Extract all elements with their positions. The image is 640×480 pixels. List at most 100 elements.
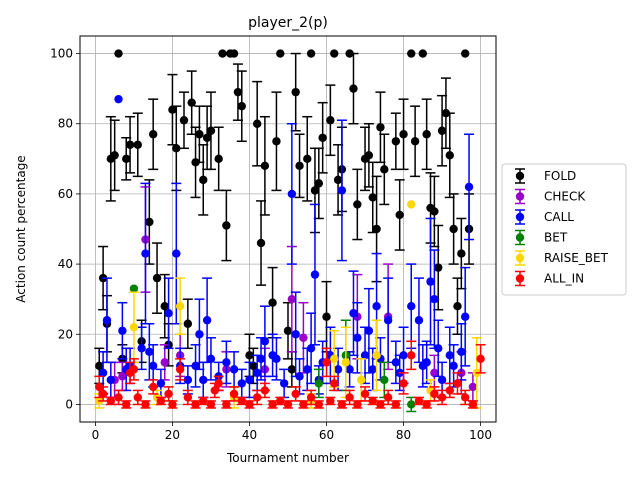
data-point [295,372,304,381]
data-point [276,396,285,406]
data-point [360,389,370,399]
data-point [337,186,347,195]
data-point [229,365,239,374]
data-point [410,137,420,146]
data-point [468,382,478,392]
data-point [272,137,281,146]
data-point [353,200,362,209]
data-point [199,375,208,385]
data-point [222,221,231,230]
data-point [95,361,104,371]
data-point [233,87,243,97]
data-point [256,354,266,364]
data-point [380,375,389,385]
data-point [179,116,189,125]
data-point [168,400,177,409]
data-point [118,326,127,335]
series-group [94,49,486,413]
data-point [160,302,169,311]
data-point [214,154,223,164]
data-point [457,347,466,357]
chart-title: player_2(p) [248,15,328,31]
data-point [460,312,470,321]
data-point [468,400,478,409]
data-point [218,49,227,58]
data-point [376,400,385,409]
data-point [291,330,300,339]
data-point [202,316,212,325]
data-point [314,379,324,388]
data-point [364,151,374,160]
data-point [272,354,281,364]
data-point [306,393,316,402]
data-point [333,175,343,185]
data-point [114,94,123,104]
data-point [175,365,185,374]
legend-label: CHECK [544,190,586,204]
data-point [353,400,362,409]
legend-marker [515,253,525,263]
data-point [249,361,258,371]
legend-entry: ALL_IN [515,270,584,287]
data-point [349,309,358,318]
data-point [129,284,139,293]
data-point [110,151,119,160]
data-point [268,400,277,409]
data-point [164,389,173,399]
data-point [206,400,216,409]
data-point [364,326,374,335]
data-point [303,154,312,164]
data-point [199,175,208,185]
data-point [414,316,424,325]
data-point [422,400,431,409]
data-point [310,270,320,279]
data-point [345,393,354,402]
data-point [322,312,331,321]
data-point [356,375,366,385]
y-tick-label: 100 [50,47,73,61]
data-point [156,379,166,388]
data-point [287,365,297,374]
data-point [422,358,431,367]
data-point [164,309,173,318]
data-point [318,133,327,142]
data-point [372,351,381,360]
data-point [349,84,358,93]
data-point [245,375,254,385]
data-point [148,382,158,392]
data-point [260,337,270,346]
data-point [453,379,462,388]
data-point [326,116,335,125]
x-tick-label: 40 [242,428,257,442]
data-point [222,358,231,367]
data-point [98,368,108,378]
data-point [391,358,401,367]
data-point [314,400,324,409]
legend-entry: BET [515,229,568,246]
legend-entry: CHECK [515,188,586,205]
legend-label: RAISE_BET [544,251,609,265]
axes-frame [79,35,497,423]
data-point [407,302,416,311]
data-point [148,361,158,371]
data-point [437,126,447,135]
data-point [330,49,339,58]
data-point [476,354,485,364]
data-point [399,379,408,388]
data-point [341,358,350,367]
data-point [129,365,139,374]
data-point [145,217,154,227]
data-point [306,49,316,58]
data-point [252,119,262,128]
plot-area: 0 20 40 60 80 100 0 20 40 60 80 100 [50,35,497,442]
legend: FOLD CHECK CALL BET RAISE_BET ALL_IN [501,163,627,296]
data-point [260,161,270,171]
data-point [237,396,246,406]
data-point [291,389,300,399]
legend-marker [515,171,525,181]
legend-marker [515,274,525,283]
data-point [133,140,142,149]
data-point [426,277,435,286]
data-point [372,302,381,311]
